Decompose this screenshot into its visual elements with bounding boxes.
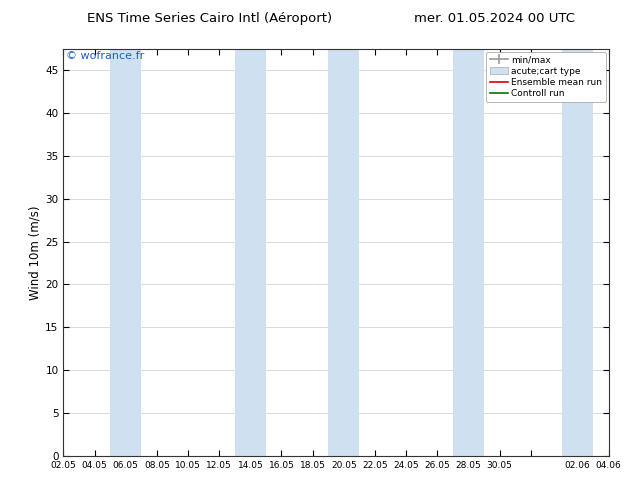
Y-axis label: Wind 10m (m/s): Wind 10m (m/s) xyxy=(28,205,41,299)
Bar xyxy=(110,49,141,456)
Text: ENS Time Series Cairo Intl (Aéroport): ENS Time Series Cairo Intl (Aéroport) xyxy=(87,12,332,25)
Bar xyxy=(328,49,359,456)
Text: © wofrance.fr: © wofrance.fr xyxy=(66,51,145,61)
Legend: min/max, acute;cart type, Ensemble mean run, Controll run: min/max, acute;cart type, Ensemble mean … xyxy=(486,52,606,102)
Bar xyxy=(235,49,266,456)
Text: mer. 01.05.2024 00 UTC: mer. 01.05.2024 00 UTC xyxy=(414,12,575,25)
Bar xyxy=(453,49,484,456)
Bar xyxy=(562,49,593,456)
